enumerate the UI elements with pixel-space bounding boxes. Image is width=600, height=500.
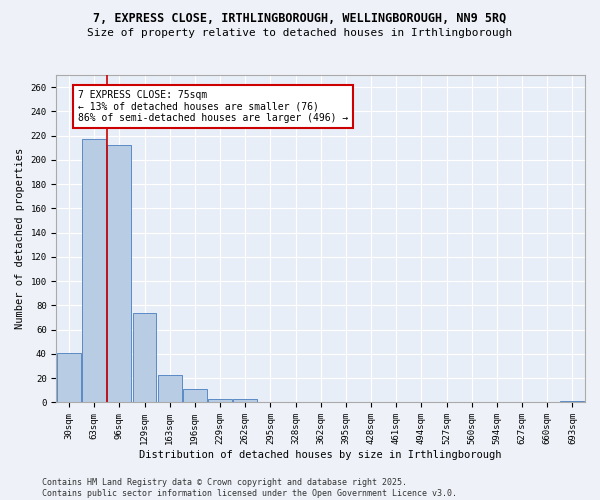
Text: 7, EXPRESS CLOSE, IRTHLINGBOROUGH, WELLINGBOROUGH, NN9 5RQ: 7, EXPRESS CLOSE, IRTHLINGBOROUGH, WELLI… xyxy=(94,12,506,26)
Bar xyxy=(82,140,106,402)
Bar xyxy=(233,399,257,402)
Text: Size of property relative to detached houses in Irthlingborough: Size of property relative to detached ho… xyxy=(88,28,512,38)
Bar xyxy=(57,352,81,403)
X-axis label: Distribution of detached houses by size in Irthlingborough: Distribution of detached houses by size … xyxy=(139,450,502,460)
Bar xyxy=(183,389,207,402)
Text: 7 EXPRESS CLOSE: 75sqm
← 13% of detached houses are smaller (76)
86% of semi-det: 7 EXPRESS CLOSE: 75sqm ← 13% of detached… xyxy=(78,90,348,123)
Bar xyxy=(158,374,182,402)
Bar xyxy=(107,146,131,402)
Text: Contains HM Land Registry data © Crown copyright and database right 2025.
Contai: Contains HM Land Registry data © Crown c… xyxy=(42,478,457,498)
Y-axis label: Number of detached properties: Number of detached properties xyxy=(15,148,25,330)
Bar xyxy=(133,312,157,402)
Bar xyxy=(208,399,232,402)
